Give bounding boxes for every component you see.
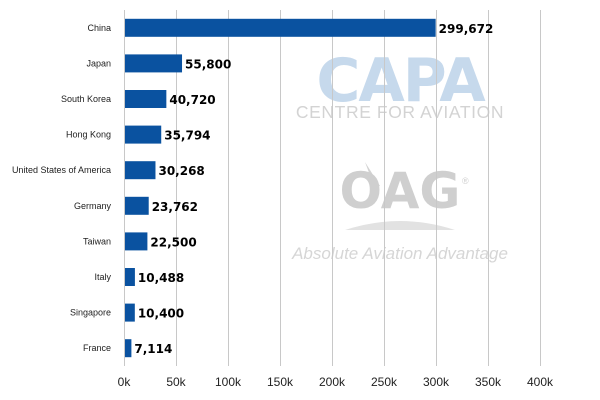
category-label-italy: Italy bbox=[94, 272, 111, 282]
bar-hong-kong bbox=[125, 125, 162, 144]
value-label-germany: 23,762 bbox=[152, 200, 198, 214]
value-label-taiwan: 22,500 bbox=[150, 235, 196, 249]
x-tick-label-100k: 100k bbox=[215, 375, 242, 389]
value-label-hong-kong: 35,794 bbox=[164, 129, 210, 143]
value-label-italy: 10,488 bbox=[138, 271, 184, 285]
category-label-germany: Germany bbox=[74, 201, 112, 211]
watermark: CAPA CENTRE FOR AVIATION OAG ® Absolute … bbox=[291, 46, 508, 263]
x-tick-label-300k: 300k bbox=[423, 375, 450, 389]
category-label-united-states-of-america: United States of America bbox=[12, 165, 111, 175]
capa-logo: CAPA bbox=[316, 46, 486, 116]
x-tick-label-0k: 0k bbox=[118, 375, 132, 389]
bar-germany bbox=[125, 196, 149, 215]
category-label-china: China bbox=[87, 23, 111, 33]
oag-registered-mark: ® bbox=[462, 176, 469, 186]
category-label-japan: Japan bbox=[86, 58, 111, 68]
x-tick-label-250k: 250k bbox=[371, 375, 398, 389]
capa-logo-subtitle: CENTRE FOR AVIATION bbox=[296, 102, 504, 122]
bar-china bbox=[125, 18, 436, 37]
value-label-japan: 55,800 bbox=[185, 57, 231, 71]
x-tick-label-150k: 150k bbox=[267, 375, 294, 389]
category-label-france: France bbox=[83, 343, 111, 353]
category-label-hong-kong: Hong Kong bbox=[66, 130, 111, 140]
category-label-singapore: Singapore bbox=[70, 308, 111, 318]
bar-south-korea bbox=[125, 90, 167, 108]
bars bbox=[125, 18, 436, 358]
value-label-united-states-of-america: 30,268 bbox=[158, 164, 204, 178]
value-label-china: 299,672 bbox=[439, 22, 494, 36]
bar-taiwan bbox=[125, 232, 148, 251]
category-label-south-korea: South Korea bbox=[61, 94, 111, 104]
x-tick-label-200k: 200k bbox=[319, 375, 346, 389]
oag-logo-swoosh bbox=[365, 162, 380, 186]
bar-japan bbox=[125, 54, 183, 73]
value-label-south-korea: 40,720 bbox=[169, 93, 215, 107]
oag-tagline: Absolute Aviation Advantage bbox=[291, 244, 508, 263]
value-label-singapore: 10,400 bbox=[138, 307, 184, 321]
x-axis-tick-labels: 0k 50k 100k 150k 200k 250k 300k 350k 400k bbox=[118, 375, 554, 389]
x-tick-label-350k: 350k bbox=[475, 375, 502, 389]
value-labels: 299,672 55,800 40,720 35,794 30,268 23,762 22,… bbox=[134, 22, 493, 356]
bar-united-states-of-america bbox=[125, 161, 156, 180]
category-labels: China Japan South Korea Hong Kong United Sta… bbox=[12, 23, 112, 353]
x-tick-label-400k: 400k bbox=[527, 375, 554, 389]
oag-logo-underline bbox=[345, 221, 455, 230]
bar-singapore bbox=[125, 303, 135, 322]
category-label-taiwan: Taiwan bbox=[83, 236, 111, 246]
bar-italy bbox=[125, 268, 135, 286]
value-label-france: 7,114 bbox=[134, 342, 172, 356]
x-tick-label-50k: 50k bbox=[166, 375, 186, 389]
bar-france bbox=[125, 339, 132, 358]
oag-logo: OAG bbox=[340, 162, 461, 220]
